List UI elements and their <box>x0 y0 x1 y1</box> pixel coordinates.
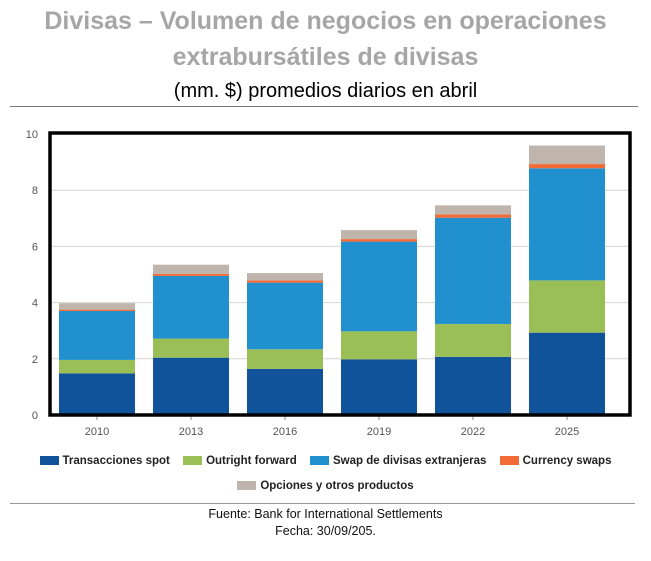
bar-segment-transacciones-spot-2022 <box>435 356 511 415</box>
bar-segment-opciones-y-otros-productos-2010 <box>59 303 135 310</box>
date-note: Fecha: 30/09/205. <box>275 524 376 538</box>
legend-label: Transacciones spot <box>62 455 170 467</box>
legend-item: Swap de divisas extranjeras <box>310 455 486 467</box>
y-tick-label: 2 <box>32 354 38 366</box>
bar-segment-transacciones-spot-2019 <box>341 359 417 415</box>
legend-item: Transacciones spot <box>39 455 170 467</box>
x-tick-label: 2022 <box>461 426 485 438</box>
chart-subtitle: (mm. $) promedios diarios en abril <box>173 80 478 102</box>
y-tick-label: 10 <box>26 129 38 141</box>
title-divider <box>10 106 638 107</box>
bar-segment-opciones-y-otros-productos-2022 <box>435 205 511 215</box>
bar-segment-transacciones-spot-2013 <box>153 357 229 415</box>
chart-title-line1: Divisas – Volumen de negocios en operaci… <box>44 7 607 35</box>
legend-label: Outright forward <box>206 455 297 467</box>
bar-segment-opciones-y-otros-productos-2019 <box>341 230 417 240</box>
bar-segment-currency-swaps-2022 <box>435 214 511 218</box>
bar-segment-opciones-y-otros-productos-2016 <box>247 273 323 281</box>
y-tick-label: 6 <box>32 241 38 253</box>
legend-label: Opciones y otros productos <box>260 480 414 492</box>
bar-segment-outright-forward-2025 <box>529 280 605 333</box>
bar-segment-swap-de-divisas-extranjeras-2016 <box>247 282 323 350</box>
source-note: Fuente: Bank for International Settlemen… <box>208 507 443 521</box>
bar-segment-transacciones-spot-2025 <box>529 332 605 415</box>
bar-segment-outright-forward-2019 <box>341 331 417 360</box>
legend-item: Currency swaps <box>499 455 612 467</box>
legend-label: Currency swaps <box>522 455 612 467</box>
bar-segment-outright-forward-2016 <box>247 349 323 369</box>
bar-segment-currency-swaps-2013 <box>153 273 229 276</box>
legend-label: Swap de divisas extranjeras <box>333 455 487 467</box>
bar-segment-swap-de-divisas-extranjeras-2019 <box>341 241 417 332</box>
bar-segment-currency-swaps-2016 <box>247 280 323 283</box>
bar-segment-swap-de-divisas-extranjeras-2022 <box>435 217 511 324</box>
bar-segment-swap-de-divisas-extranjeras-2013 <box>153 275 229 339</box>
x-tick-label: 2016 <box>273 426 297 438</box>
legend-swatch <box>310 456 329 466</box>
y-tick-label: 0 <box>32 410 38 422</box>
bar-segment-currency-swaps-2019 <box>341 239 417 242</box>
legend-swatch <box>237 481 257 491</box>
x-tick-label: 2025 <box>555 426 579 438</box>
bar-segment-outright-forward-2013 <box>153 338 229 358</box>
legend-swatch <box>499 456 519 466</box>
x-tick-label: 2013 <box>179 426 203 438</box>
bar-segment-outright-forward-2010 <box>59 359 135 374</box>
bar-segment-swap-de-divisas-extranjeras-2010 <box>59 311 135 360</box>
bar-segment-opciones-y-otros-productos-2025 <box>529 145 605 165</box>
chart-title-line2: extrabursátiles de divisas <box>172 43 479 71</box>
x-tick-label: 2019 <box>367 426 391 438</box>
legend-swatch <box>39 456 59 466</box>
legend-row-1: Transacciones spot Outright forward Swap… <box>0 455 651 467</box>
legend-row-2: Opciones y otros productos <box>0 480 651 492</box>
bar-segment-swap-de-divisas-extranjeras-2025 <box>529 168 605 281</box>
bar-segment-currency-swaps-2025 <box>529 164 605 169</box>
bar-segment-opciones-y-otros-productos-2013 <box>153 264 229 274</box>
legend-item: Opciones y otros productos <box>237 480 414 492</box>
bar-segment-currency-swaps-2010 <box>59 309 135 312</box>
y-tick-label: 8 <box>32 185 38 197</box>
bar-segment-transacciones-spot-2010 <box>59 373 135 415</box>
legend-swatch <box>183 456 203 466</box>
bar-segment-outright-forward-2022 <box>435 323 511 357</box>
footer-divider <box>10 503 635 504</box>
legend-item: Outright forward <box>183 455 297 467</box>
bar-segment-transacciones-spot-2016 <box>247 368 323 415</box>
plot-frame <box>48 131 632 417</box>
y-tick-label: 4 <box>32 298 38 310</box>
x-tick-label: 2010 <box>85 426 109 438</box>
